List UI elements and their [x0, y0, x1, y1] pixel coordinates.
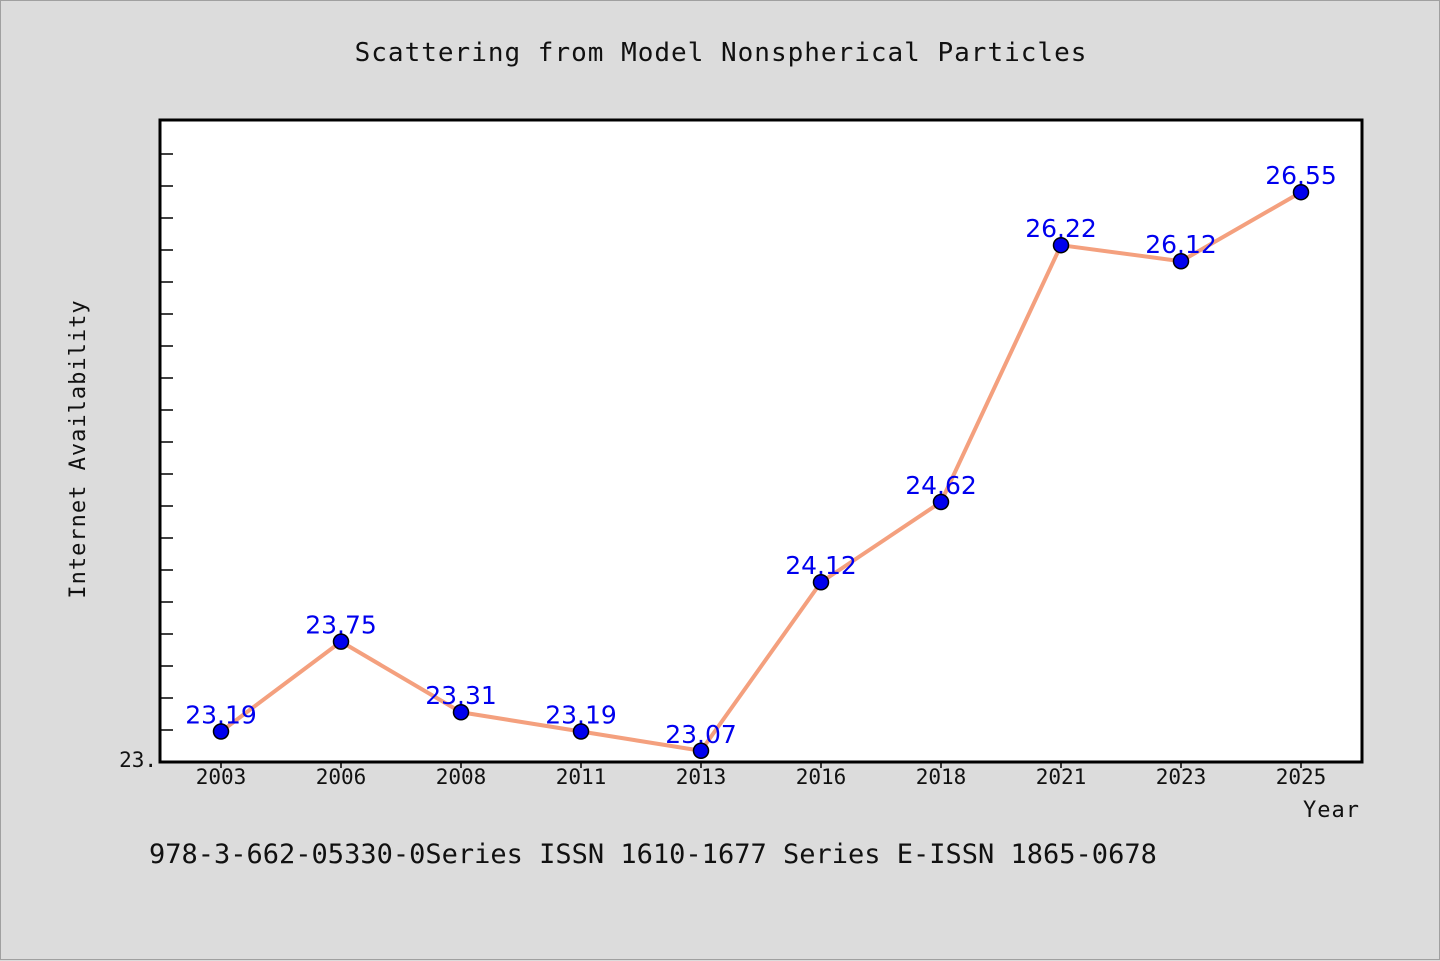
- data-point[interactable]: [692, 742, 710, 760]
- y-tick-label: 23.: [119, 748, 157, 772]
- data-point[interactable]: [1052, 236, 1070, 254]
- y-axis-ticks: [160, 153, 173, 763]
- x-tick-label: 2018: [916, 765, 967, 789]
- data-point[interactable]: [212, 723, 230, 740]
- x-tick-label: 2008: [436, 765, 487, 789]
- x-tick-label: 2023: [1156, 765, 1207, 789]
- x-tick-label: 2006: [316, 765, 367, 789]
- x-tick-label: 2021: [1036, 765, 1087, 789]
- x-axis-ticks: 2003 2006 2008 2011 2013 2016 2018 2021 2023 2025: [196, 762, 1327, 789]
- chart-title: Scattering from Model Nonspherical Parti…: [355, 38, 1088, 68]
- data-point[interactable]: [572, 723, 590, 740]
- y-axis-title: Internet Availability: [66, 299, 91, 598]
- data-point[interactable]: [812, 573, 830, 591]
- data-point[interactable]: [452, 703, 470, 721]
- x-tick-label: 2025: [1276, 765, 1327, 789]
- x-axis-title: Year: [1303, 798, 1360, 823]
- x-tick-label: 2011: [556, 765, 607, 789]
- series-layer: 23.1923.7523.3123.1923.0724.1224.6226.22…: [185, 161, 1337, 760]
- data-point[interactable]: [332, 633, 350, 650]
- footer-isbn-text: 978-3-662-05330-0Series ISSN 1610-1677 S…: [149, 839, 1157, 870]
- data-point[interactable]: [932, 493, 950, 511]
- series-line: [219, 190, 1303, 753]
- x-tick-label: 2003: [196, 765, 247, 789]
- data-point[interactable]: [1172, 252, 1190, 270]
- x-tick-label: 2013: [676, 765, 727, 789]
- data-point[interactable]: [1292, 183, 1310, 201]
- x-tick-label: 2016: [796, 765, 847, 789]
